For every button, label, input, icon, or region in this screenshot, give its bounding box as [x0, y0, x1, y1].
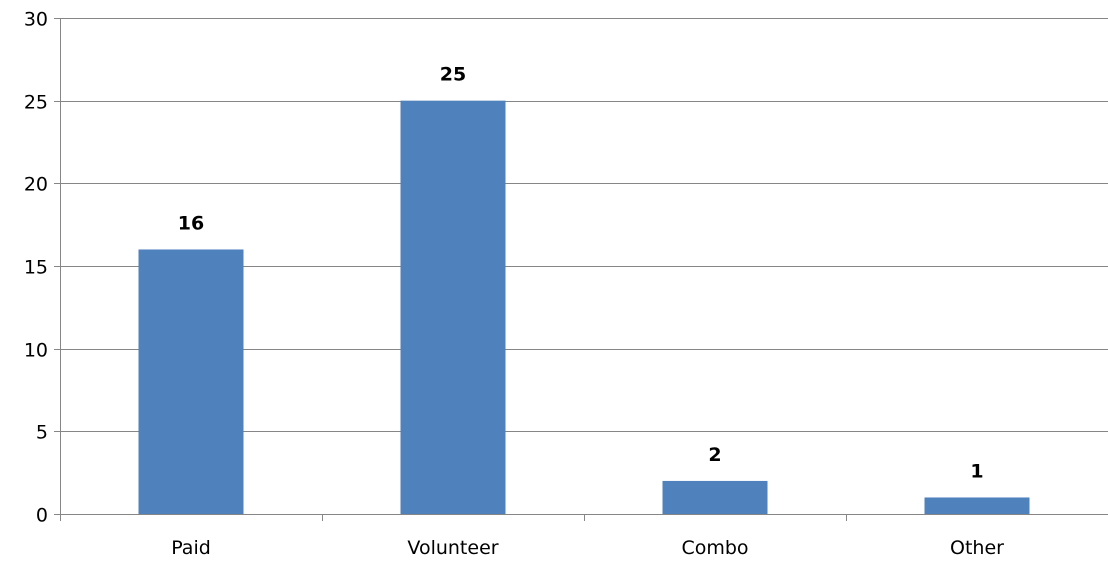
data-labels: 16 25 2 1	[178, 64, 984, 483]
x-axis-ticks: Paid Volunteer Combo Other	[171, 514, 1004, 559]
x-tick-label: Volunteer	[407, 537, 498, 559]
y-tick-label: 5	[36, 422, 48, 444]
y-tick-label: 25	[24, 92, 48, 114]
bar-combo	[662, 480, 768, 514]
x-tick-label: Paid	[171, 537, 211, 559]
data-label: 2	[708, 444, 721, 466]
bar-volunteer	[400, 100, 506, 515]
data-label: 1	[970, 460, 983, 482]
bar-paid	[138, 249, 244, 514]
x-tick-label: Combo	[681, 537, 748, 559]
x-tick-label: Other	[950, 537, 1004, 559]
data-label: 16	[178, 212, 204, 234]
bar-other	[924, 497, 1030, 514]
y-axis-ticks: 0 5 10 15 20 25 30	[24, 9, 60, 527]
y-tick-label: 10	[24, 340, 48, 362]
y-tick-label: 0	[36, 505, 48, 527]
bars	[138, 100, 1030, 515]
y-tick-label: 15	[24, 257, 48, 279]
y-tick-label: 20	[24, 174, 48, 196]
data-label: 25	[440, 64, 466, 86]
y-tick-label: 30	[24, 9, 48, 31]
